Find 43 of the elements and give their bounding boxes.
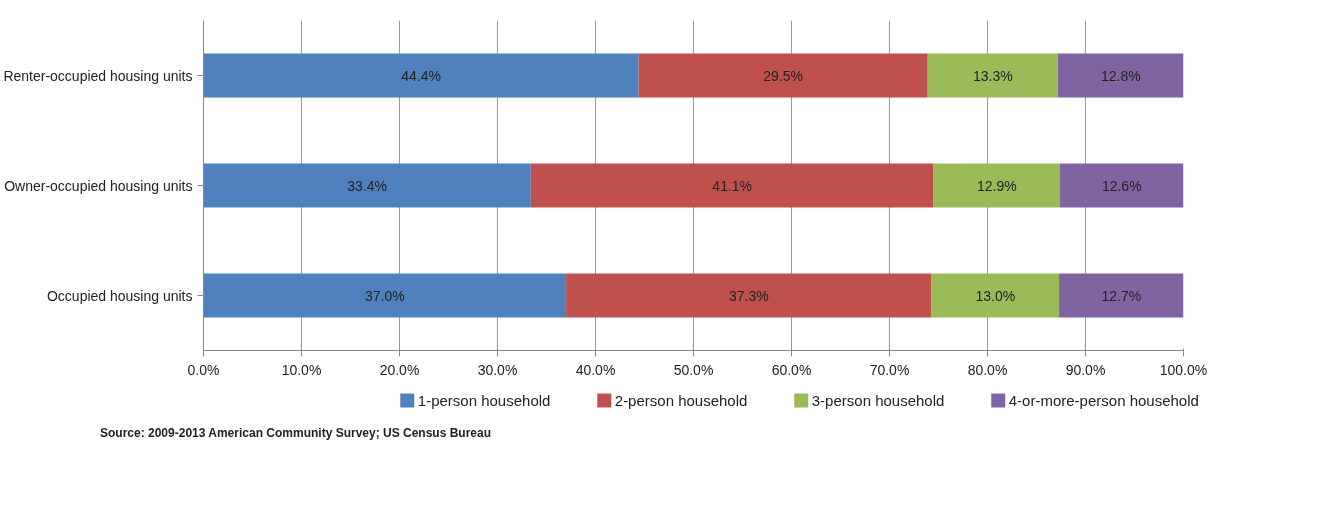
x-tick-label: 70.0% [869, 361, 910, 378]
data-label: 12.9% [976, 177, 1017, 194]
legend-label: 2-person household [614, 392, 748, 409]
data-label: 12.7% [1101, 287, 1142, 304]
legend-label: 3-person household [811, 392, 945, 409]
bar [1059, 273, 1184, 318]
data-label: 12.6% [1101, 177, 1142, 194]
source-note: Source: 2009-2013 American Community Survey; US Census Bureau [100, 425, 492, 442]
bar [566, 273, 932, 318]
bar [530, 163, 934, 208]
bar [203, 53, 639, 98]
bar [1060, 163, 1184, 208]
data-label: 44.4% [401, 67, 441, 84]
data-label: 12.8% [1100, 67, 1141, 84]
data-label: 41.1% [712, 177, 753, 194]
bar [638, 53, 928, 98]
x-tick-label: 50.0% [673, 361, 714, 378]
data-label: 29.5% [763, 67, 804, 84]
x-tick-label: 10.0% [281, 361, 322, 378]
x-tick-label: 20.0% [379, 361, 420, 378]
bar [203, 163, 531, 208]
y-tick-label: Renter-occupied housing units [3, 67, 193, 84]
bar [931, 273, 1060, 318]
bar [1058, 53, 1184, 98]
y-tick-label: Owner-occupied housing units [4, 177, 193, 194]
bar [927, 53, 1059, 98]
legend-label: 4-or-more-person household [1008, 392, 1199, 409]
x-tick-label: 100.0% [1159, 361, 1208, 378]
x-tick-label: 0.0% [187, 361, 220, 378]
data-label: 37.0% [364, 287, 405, 304]
data-label: 13.0% [975, 287, 1016, 304]
y-tick-label: Occupied housing units [46, 287, 193, 304]
data-label: 37.3% [729, 287, 769, 304]
x-tick-label: 60.0% [771, 361, 812, 378]
data-label: 13.3% [973, 67, 1013, 84]
x-tick-label: 40.0% [575, 361, 616, 378]
x-tick-label: 30.0% [477, 361, 518, 378]
bar [933, 163, 1061, 208]
data-label: 33.4% [347, 177, 388, 194]
x-tick-label: 80.0% [967, 361, 1008, 378]
x-tick-label: 90.0% [1065, 361, 1106, 378]
legend-label: 1-person household [417, 392, 551, 409]
bar [203, 273, 567, 318]
